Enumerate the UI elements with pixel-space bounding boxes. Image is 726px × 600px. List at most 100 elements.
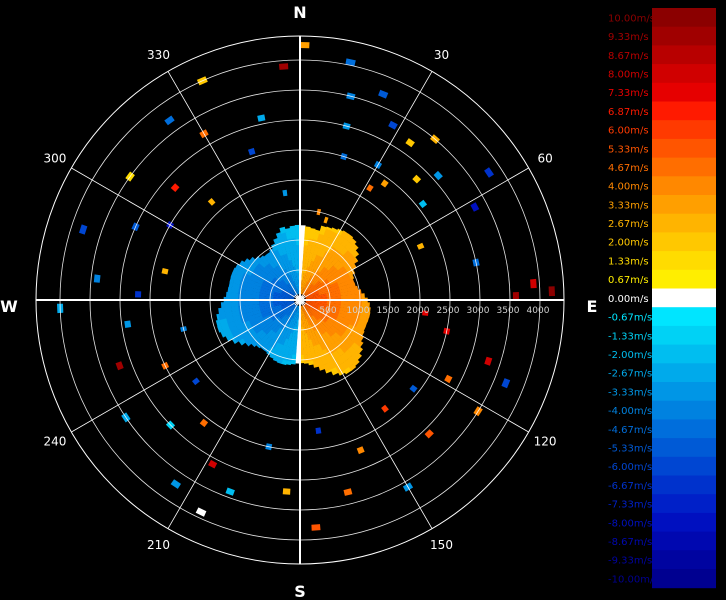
echo-gate [365, 316, 370, 323]
echo-gate [343, 275, 352, 283]
echo-gate [305, 273, 310, 282]
echo-gate [318, 364, 326, 371]
echo-gate [267, 287, 275, 292]
echo-gate [339, 246, 349, 256]
echo-gate [300, 305, 303, 314]
echo-gate [290, 289, 297, 296]
echo-gate [330, 227, 338, 234]
echo-gate [311, 261, 317, 269]
colorbar-swatch [652, 438, 716, 458]
echo-gate [310, 323, 317, 332]
echo-gate [345, 327, 354, 336]
scatter-gate [79, 224, 88, 235]
echo-gate [335, 263, 344, 271]
echo-gate [354, 338, 364, 348]
echo-gate [274, 307, 282, 312]
echo-gate [351, 250, 360, 258]
scatter-gate [484, 167, 494, 178]
echo-gate [340, 301, 349, 306]
echo-gate [334, 273, 342, 280]
echo-gate [308, 275, 313, 283]
scatter-gate [225, 487, 235, 496]
echo-gate [347, 290, 355, 296]
echo-gate [339, 324, 348, 332]
echo-gate [335, 329, 344, 338]
echo-gate [295, 287, 299, 295]
echo-gate [274, 275, 282, 282]
echo-gate [344, 233, 354, 242]
echo-gate [309, 308, 316, 314]
echo-gate [354, 293, 363, 299]
echo-gate [318, 289, 326, 294]
scatter-gate [311, 524, 321, 531]
scatter-gate [381, 404, 389, 413]
echo-gate [310, 307, 317, 313]
echo-gate [314, 312, 322, 319]
echo-gate [351, 278, 355, 284]
echo-gate [282, 288, 290, 294]
echo-gate [264, 316, 272, 324]
echo-gate [349, 320, 358, 328]
echo-gate [254, 256, 262, 264]
echo-gate [250, 333, 260, 342]
echo-gate [329, 279, 338, 286]
echo-gate [301, 319, 304, 328]
echo-gate [265, 302, 274, 306]
colorbar-label: 2.67m/s [608, 219, 649, 230]
echo-gate [275, 286, 283, 292]
echo-gate [302, 305, 307, 313]
colorbar-label: 9.33m/s [608, 32, 649, 43]
echo-gate [270, 280, 278, 287]
echo-gate [274, 249, 281, 258]
echo-gate [296, 287, 299, 295]
echo-gate [295, 361, 300, 364]
echo-gate [336, 278, 345, 285]
echo-gate [292, 273, 296, 281]
echo-gate [308, 360, 314, 366]
echo-gate [252, 268, 261, 276]
echo-gate [343, 367, 352, 375]
echo-gate [326, 294, 335, 298]
echo-gate [328, 317, 336, 324]
echo-gate [285, 331, 291, 340]
echo-gate [252, 288, 261, 293]
scatter-gate [548, 286, 555, 297]
echo-gate [254, 312, 262, 319]
scatter-gate [248, 147, 256, 156]
scatter-gate [207, 198, 216, 206]
echo-gate [242, 272, 251, 280]
echo-gate [286, 360, 292, 366]
azimuth-spoke [299, 167, 529, 301]
echo-gate [310, 276, 317, 284]
echo-gate [323, 331, 331, 340]
echo-gate [256, 329, 265, 337]
echo-gate [333, 320, 342, 328]
echo-gate [286, 267, 291, 276]
echo-gate [285, 284, 292, 291]
echo-gate [232, 267, 239, 275]
echo-gate [231, 329, 241, 339]
echo-gate [256, 339, 265, 348]
echo-gate [288, 310, 294, 318]
echo-gate [332, 249, 341, 259]
echo-gate [281, 279, 288, 286]
colorbar-label: 2.00m/s [608, 238, 649, 249]
echo-gate [303, 244, 308, 253]
echo-gate [361, 306, 369, 313]
echo-gate [335, 252, 344, 261]
echo-gate [263, 344, 271, 353]
echo-gate [340, 333, 350, 342]
echo-gate [293, 312, 297, 320]
echo-gate [305, 300, 314, 303]
azimuth-label: 330 [147, 48, 170, 62]
echo-gate [305, 295, 313, 299]
echo-gate [259, 322, 268, 330]
echo-gate [215, 319, 222, 327]
echo-gate [220, 323, 230, 332]
echo-gate [250, 272, 259, 279]
echo-gate [259, 287, 268, 292]
echo-gate [295, 347, 300, 356]
echo-gate [290, 318, 295, 327]
echo-gate [281, 291, 289, 296]
echo-gate [256, 317, 265, 325]
